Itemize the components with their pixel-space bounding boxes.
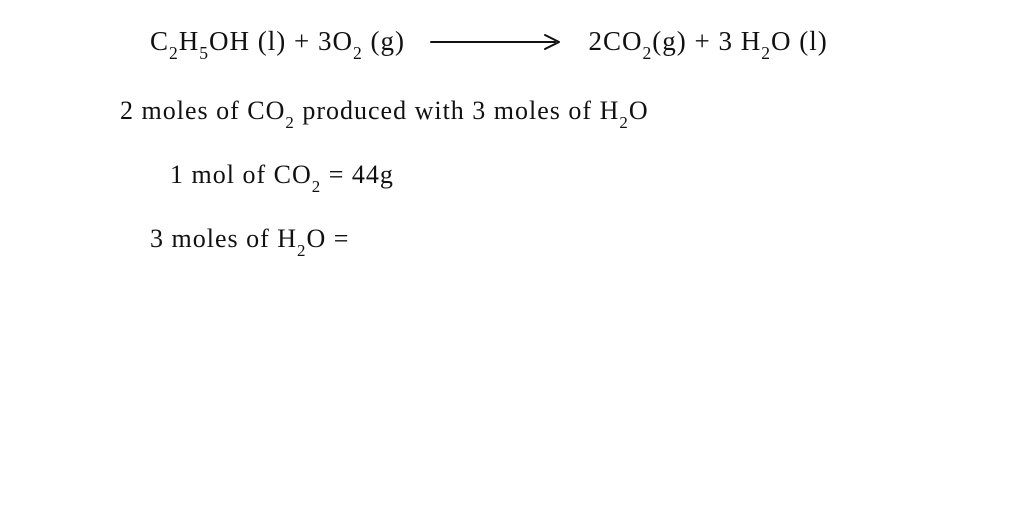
- water-mass-line: 3 moles of H2O =: [150, 224, 349, 258]
- eq-plus-1: +: [294, 26, 318, 56]
- l4-a: 3 moles of H: [150, 224, 297, 253]
- eq-lhs-C: C: [150, 26, 169, 56]
- l3-b: = 44g: [321, 160, 394, 189]
- l2-b-sub: 2: [619, 113, 628, 132]
- eq-lhs-O2: 3O: [318, 26, 353, 56]
- l4-a-sub: 2: [297, 241, 306, 260]
- l2-c: O: [629, 96, 649, 125]
- molar-mass-line: 1 mol of CO2 = 44g: [170, 160, 394, 194]
- handwritten-chemistry-note: C2H5OH (l) + 3O2 (g) 2CO2(g) + 3 H2O (l)…: [0, 0, 1024, 512]
- eq-rhs-CO2: 2CO: [589, 26, 643, 56]
- eq-lhs-OH: OH (l): [209, 26, 286, 56]
- l3-a: 1 mol of CO: [170, 160, 312, 189]
- l2-a-sub: 2: [285, 113, 294, 132]
- eq-rhs-O: O (l): [771, 26, 828, 56]
- eq-rhs-CO2-sub: 2: [643, 43, 653, 63]
- eq-lhs-C-sub: 2: [169, 43, 179, 63]
- stoichiometry-line: 2 moles of CO2 produced with 3 moles of …: [120, 96, 649, 130]
- l3-a-sub: 2: [312, 177, 321, 196]
- l2-a: 2 moles of CO: [120, 96, 285, 125]
- eq-lhs-H: H: [179, 26, 200, 56]
- eq-lhs-g: (g): [363, 26, 405, 56]
- l4-b: O =: [307, 224, 350, 253]
- reaction-arrow-icon: [429, 28, 569, 59]
- equation-line: C2H5OH (l) + 3O2 (g) 2CO2(g) + 3 H2O (l): [150, 26, 910, 61]
- l2-b: produced with 3 moles of H: [295, 96, 620, 125]
- eq-rhs-H2-sub: 2: [761, 43, 771, 63]
- eq-rhs-mid: (g) + 3 H: [652, 26, 761, 56]
- eq-lhs-O2-sub: 2: [353, 43, 363, 63]
- eq-lhs-H-sub: 5: [199, 43, 209, 63]
